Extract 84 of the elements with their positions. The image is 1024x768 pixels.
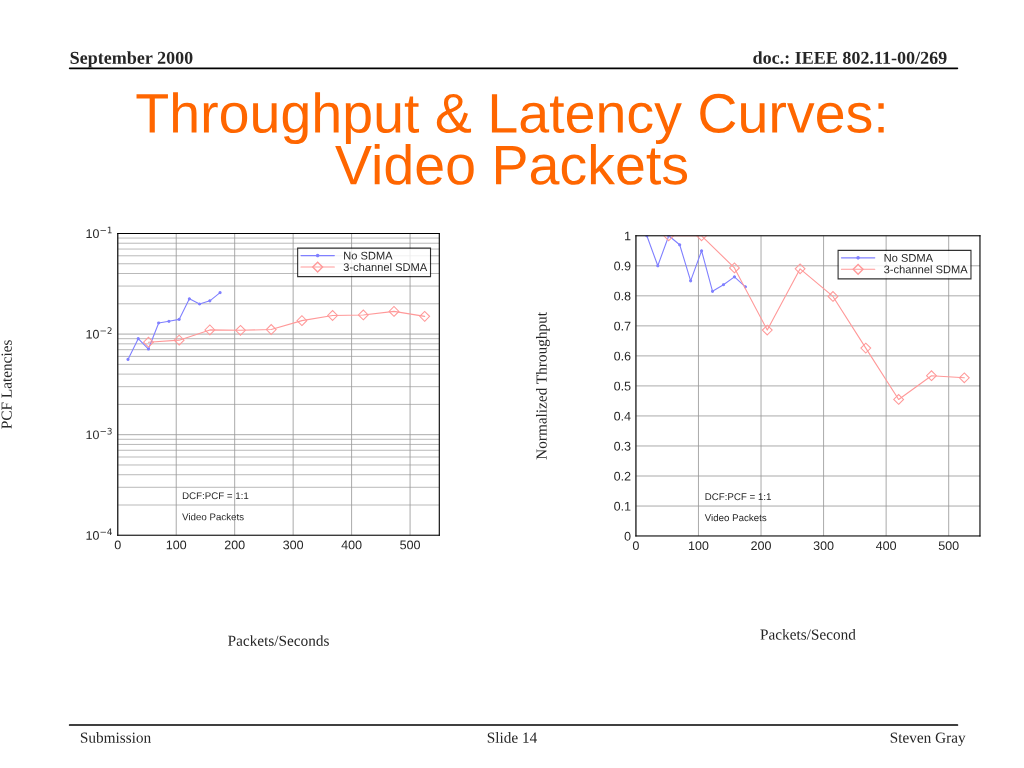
point — [388, 305, 400, 317]
point — [893, 394, 905, 405]
legend-label: 3-channel SDMA — [884, 265, 968, 274]
point — [678, 243, 682, 247]
point — [146, 347, 151, 351]
line-series — [645, 235, 747, 293]
point — [208, 299, 212, 303]
y-tick-label: 0.8 — [614, 291, 631, 301]
point — [235, 324, 246, 336]
point — [177, 317, 181, 321]
y-tick-label: 0.7 — [614, 321, 631, 331]
point — [645, 235, 649, 238]
point — [761, 324, 773, 336]
text: September 2000 — [70, 51, 193, 68]
point — [357, 309, 369, 321]
text: doc.: IEEE 802.11-00/269 — [753, 51, 947, 64]
y-tick-label: 0.6 — [614, 351, 631, 361]
y-axis-title: Normalized Throughput — [535, 312, 550, 460]
point — [157, 321, 161, 325]
point — [689, 279, 693, 283]
annotation: DCF:PCF = 1:1 — [705, 493, 771, 501]
x-tick-label: 0 — [114, 540, 121, 550]
line-series — [126, 291, 222, 361]
y-tick-label: 0.1 — [614, 501, 631, 511]
point — [958, 372, 970, 384]
point — [218, 291, 222, 295]
x-axis-title: Packets/Second — [760, 628, 856, 640]
x-tick-label: 500 — [938, 541, 959, 551]
text: Slide 14 — [487, 732, 538, 743]
point — [729, 262, 740, 274]
x-tick-label: 200 — [751, 541, 771, 551]
y-tick-label: 10$^{−1}$ — [86, 226, 112, 239]
point — [710, 289, 715, 293]
legend-label: 3-channel SDMA — [343, 262, 428, 272]
legend-label: No SDMA — [884, 253, 934, 262]
point — [794, 263, 806, 275]
point — [187, 297, 191, 301]
x-axis-title: Packets/Seconds — [228, 635, 329, 646]
point — [126, 357, 130, 361]
point — [860, 342, 872, 354]
annotation: Video Packets — [182, 513, 244, 521]
point — [926, 370, 937, 382]
point — [827, 291, 839, 302]
point — [265, 324, 277, 335]
x-tick-label: 100 — [688, 541, 709, 551]
point — [296, 315, 308, 327]
point — [198, 302, 202, 306]
x-tick-label: 300 — [283, 540, 304, 550]
y-tick-label: 0.9 — [614, 261, 631, 271]
y-tick-label: 0.5 — [614, 381, 631, 391]
y-tick-label: 0.3 — [614, 441, 631, 451]
x-tick-label: 100 — [166, 540, 187, 550]
y-tick-label: 0 — [624, 531, 631, 541]
point — [700, 249, 704, 253]
y-tick-label: 10$^{−2}$ — [86, 327, 112, 339]
x-tick-label: 200 — [224, 540, 245, 550]
legend-label: No SDMA — [344, 251, 393, 260]
y-tick-label: 0.4 — [614, 411, 631, 421]
y-tick-label: 0.2 — [614, 471, 631, 481]
annotation: DCF:PCF = 1:1 — [182, 492, 249, 500]
point — [327, 310, 339, 321]
point — [732, 275, 736, 279]
text: Steven Gray — [890, 732, 966, 746]
y-axis-title: PCF Latencies — [1, 340, 12, 429]
x-tick-label: 400 — [875, 541, 897, 551]
x-tick-label: 300 — [813, 541, 834, 551]
y-tick-label: 10$^{−3}$ — [86, 427, 112, 440]
point — [167, 319, 171, 323]
point — [667, 235, 671, 238]
point — [173, 334, 185, 346]
chart-title: Throughput & Latency Curves: Video Packets — [136, 92, 884, 185]
y-tick-label: 1 — [625, 231, 631, 241]
x-tick-label: 0 — [632, 541, 639, 551]
point — [143, 336, 154, 348]
y-tick-label: 10$^{−4}$ — [86, 528, 112, 540]
x-tick-label: 500 — [400, 540, 421, 550]
x-tick-label: 400 — [341, 540, 362, 550]
point — [419, 310, 431, 322]
annotation: Video Packets — [704, 514, 767, 522]
point — [721, 283, 726, 287]
point — [204, 324, 216, 336]
point — [656, 264, 660, 268]
point — [136, 337, 140, 341]
text: Submission — [80, 732, 151, 743]
